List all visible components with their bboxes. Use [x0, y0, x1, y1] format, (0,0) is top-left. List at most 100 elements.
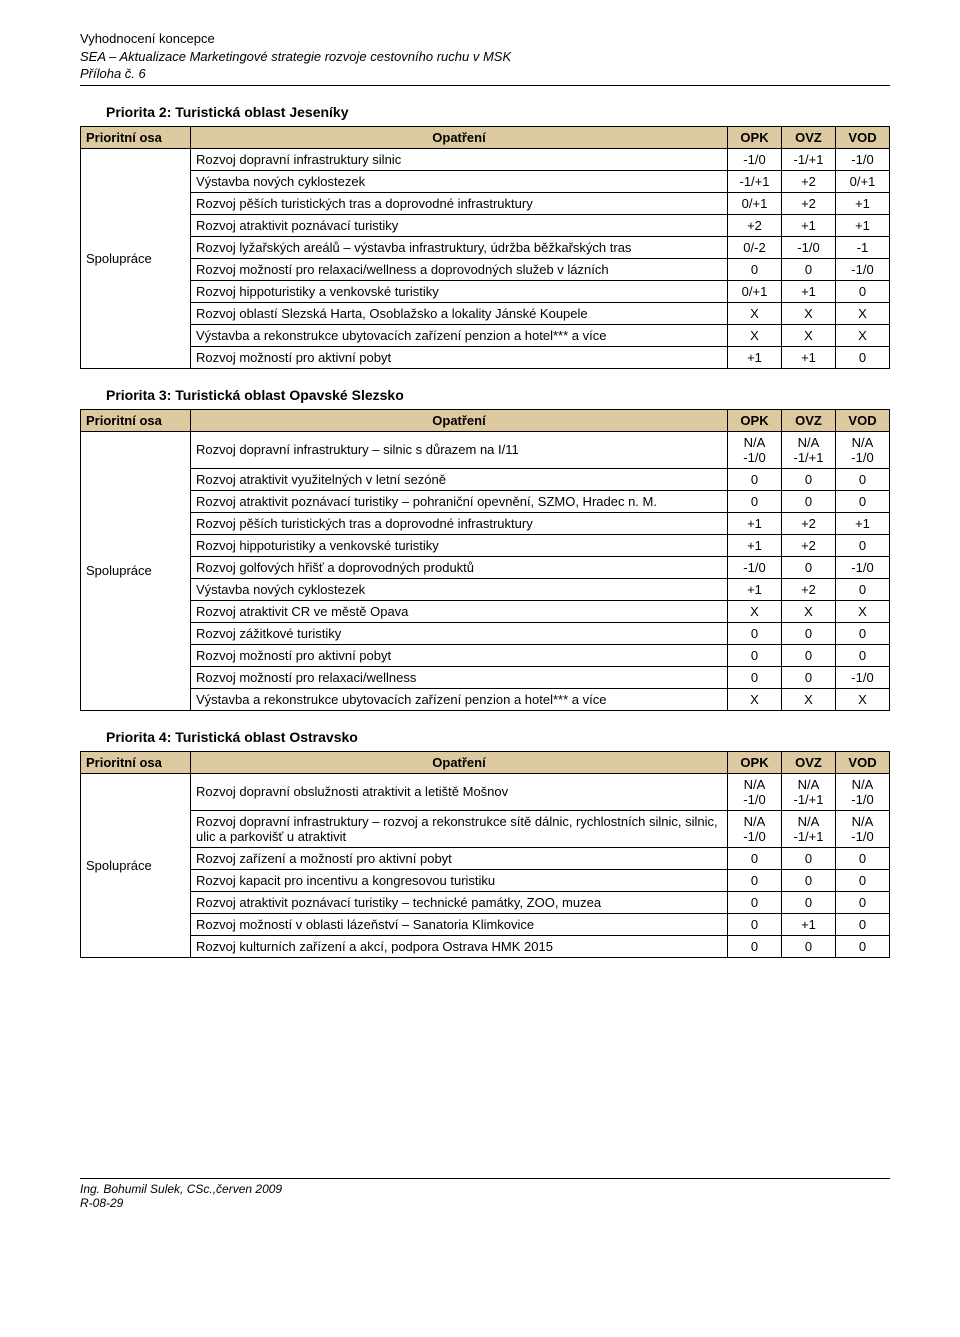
vod-cell: -1	[836, 236, 890, 258]
opk-cell: +1	[728, 534, 782, 556]
col-header-vod: VOD	[836, 409, 890, 431]
vod-cell: 0	[836, 869, 890, 891]
measure-cell: Výstavba a rekonstrukce ubytovacích zaří…	[191, 688, 728, 710]
header-line-3: Příloha č. 6	[80, 65, 890, 83]
col-header-ovz: OVZ	[782, 751, 836, 773]
vod-cell: N/A -1/0	[836, 431, 890, 468]
section-title: Priorita 3: Turistická oblast Opavské Sl…	[106, 387, 890, 403]
vod-cell: N/A -1/0	[836, 773, 890, 810]
opk-cell: +1	[728, 512, 782, 534]
axis-cell: Spolupráce	[81, 431, 191, 710]
measure-cell: Rozvoj dopravní infrastruktury – silnic …	[191, 431, 728, 468]
table-row: Rozvoj dopravní infrastruktury – rozvoj …	[81, 810, 890, 847]
col-header-opk: OPK	[728, 751, 782, 773]
opk-cell: 0	[728, 666, 782, 688]
ovz-cell: -1/0	[782, 236, 836, 258]
opk-cell: 0/-2	[728, 236, 782, 258]
ovz-cell: 0	[782, 490, 836, 512]
table-row: Rozvoj atraktivit poznávací turistiky – …	[81, 891, 890, 913]
footer-rule	[80, 1178, 890, 1179]
ovz-cell: 0	[782, 891, 836, 913]
measure-cell: Výstavba a rekonstrukce ubytovacích zaří…	[191, 324, 728, 346]
ovz-cell: 0	[782, 847, 836, 869]
measure-cell: Rozvoj dopravní obslužnosti atraktivit a…	[191, 773, 728, 810]
vod-cell: 0	[836, 847, 890, 869]
measure-cell: Rozvoj atraktivit využitelných v letní s…	[191, 468, 728, 490]
ovz-cell: 0	[782, 666, 836, 688]
ovz-cell: +2	[782, 192, 836, 214]
measure-cell: Rozvoj oblastí Slezská Harta, Osoblažsko…	[191, 302, 728, 324]
table-row: Rozvoj atraktivit poznávací turistiky+2+…	[81, 214, 890, 236]
axis-cell: Spolupráce	[81, 148, 191, 368]
ovz-cell: 0	[782, 258, 836, 280]
table-row: Rozvoj kapacit pro incentivu a kongresov…	[81, 869, 890, 891]
vod-cell: 0	[836, 578, 890, 600]
col-header-ovz: OVZ	[782, 409, 836, 431]
vod-cell: 0	[836, 644, 890, 666]
measure-cell: Rozvoj kulturních zařízení a akcí, podpo…	[191, 935, 728, 957]
col-header-vod: VOD	[836, 126, 890, 148]
table-row: Rozvoj kulturních zařízení a akcí, podpo…	[81, 935, 890, 957]
measure-cell: Rozvoj možností pro relaxaci/wellness	[191, 666, 728, 688]
footer-line-1: Ing. Bohumil Sulek, CSc.,červen 2009	[80, 1182, 890, 1196]
header-rule	[80, 85, 890, 86]
vod-cell: X	[836, 600, 890, 622]
opk-cell: -1/0	[728, 556, 782, 578]
ovz-cell: +1	[782, 346, 836, 368]
vod-cell: 0	[836, 935, 890, 957]
opk-cell: 0	[728, 891, 782, 913]
measure-cell: Výstavba nových cyklostezek	[191, 578, 728, 600]
vod-cell: 0	[836, 534, 890, 556]
vod-cell: 0	[836, 891, 890, 913]
table-row: Rozvoj hippoturistiky a venkovské turist…	[81, 280, 890, 302]
page-footer: Ing. Bohumil Sulek, CSc.,červen 2009 R-0…	[80, 1178, 890, 1210]
vod-cell: 0	[836, 490, 890, 512]
ovz-cell: X	[782, 600, 836, 622]
opk-cell: 0	[728, 869, 782, 891]
section-title: Priorita 2: Turistická oblast Jeseníky	[106, 104, 890, 120]
ovz-cell: X	[782, 324, 836, 346]
table-row: Rozvoj lyžařských areálů – výstavba infr…	[81, 236, 890, 258]
priority-table: Prioritní osaOpatřeníOPKOVZVODSpolupráce…	[80, 751, 890, 958]
measure-cell: Rozvoj atraktivit poznávací turistiky – …	[191, 490, 728, 512]
vod-cell: +1	[836, 512, 890, 534]
priority-table: Prioritní osaOpatřeníOPKOVZVODSpolupráce…	[80, 126, 890, 369]
col-header-vod: VOD	[836, 751, 890, 773]
ovz-cell: X	[782, 302, 836, 324]
table-row: SpolupráceRozvoj dopravní infrastruktury…	[81, 431, 890, 468]
measure-cell: Rozvoj golfových hřišť a doprovodných pr…	[191, 556, 728, 578]
table-row: Rozvoj oblastí Slezská Harta, Osoblažsko…	[81, 302, 890, 324]
vod-cell: 0	[836, 913, 890, 935]
header-line-1: Vyhodnocení koncepce	[80, 30, 890, 48]
col-header-axis: Prioritní osa	[81, 409, 191, 431]
table-row: Rozvoj možností v oblasti lázeňství – Sa…	[81, 913, 890, 935]
table-row: Rozvoj možností pro relaxaci/wellness a …	[81, 258, 890, 280]
table-row: Rozvoj atraktivit poznávací turistiky – …	[81, 490, 890, 512]
opk-cell: 0	[728, 468, 782, 490]
ovz-cell: +2	[782, 512, 836, 534]
ovz-cell: +1	[782, 214, 836, 236]
measure-cell: Rozvoj kapacit pro incentivu a kongresov…	[191, 869, 728, 891]
opk-cell: 0/+1	[728, 192, 782, 214]
col-header-measure: Opatření	[191, 126, 728, 148]
measure-cell: Rozvoj atraktivit CR ve městě Opava	[191, 600, 728, 622]
table-row: Rozvoj možností pro aktivní pobyt+1+10	[81, 346, 890, 368]
opk-cell: 0/+1	[728, 280, 782, 302]
ovz-cell: N/A -1/+1	[782, 431, 836, 468]
opk-cell: N/A -1/0	[728, 773, 782, 810]
col-header-measure: Opatření	[191, 751, 728, 773]
ovz-cell: +1	[782, 280, 836, 302]
section-title: Priorita 4: Turistická oblast Ostravsko	[106, 729, 890, 745]
ovz-cell: -1/+1	[782, 148, 836, 170]
opk-cell: 0	[728, 913, 782, 935]
measure-cell: Rozvoj možností pro aktivní pobyt	[191, 644, 728, 666]
vod-cell: +1	[836, 214, 890, 236]
opk-cell: X	[728, 688, 782, 710]
measure-cell: Rozvoj pěších turistických tras a doprov…	[191, 512, 728, 534]
ovz-cell: +2	[782, 578, 836, 600]
vod-cell: +1	[836, 192, 890, 214]
measure-cell: Rozvoj dopravní infrastruktury – rozvoj …	[191, 810, 728, 847]
table-row: SpolupráceRozvoj dopravní obslužnosti at…	[81, 773, 890, 810]
table-row: Rozvoj možností pro relaxaci/wellness00-…	[81, 666, 890, 688]
vod-cell: X	[836, 324, 890, 346]
